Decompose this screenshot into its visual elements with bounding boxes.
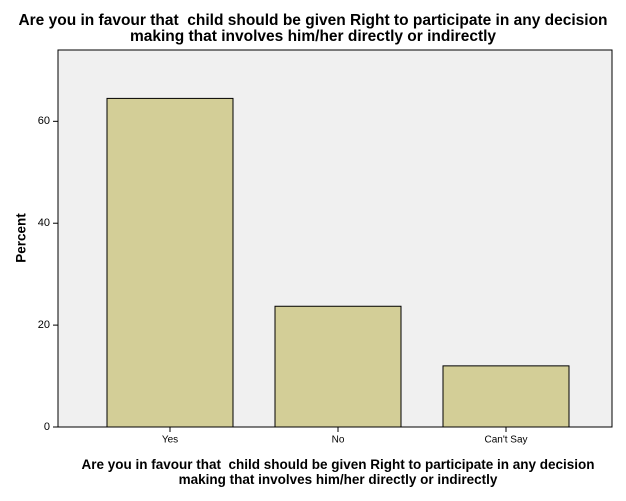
y-tick-label: 20: [38, 319, 50, 331]
chart-title: Are you in favour that child should be g…: [18, 12, 612, 45]
y-tick-label: 40: [38, 217, 50, 229]
x-tick-label: Can't Say: [484, 435, 527, 446]
y-axis-label: Percent: [14, 213, 29, 263]
bar: [274, 305, 402, 428]
y-tick-label: 60: [38, 115, 50, 127]
bar: [442, 365, 570, 428]
bar: [106, 97, 234, 428]
y-tick-label: 0: [44, 421, 50, 433]
x-tick-label: No: [332, 435, 345, 446]
x-tick-label: Yes: [162, 435, 178, 446]
x-axis-label: Are you in favour that child should be g…: [81, 457, 599, 487]
